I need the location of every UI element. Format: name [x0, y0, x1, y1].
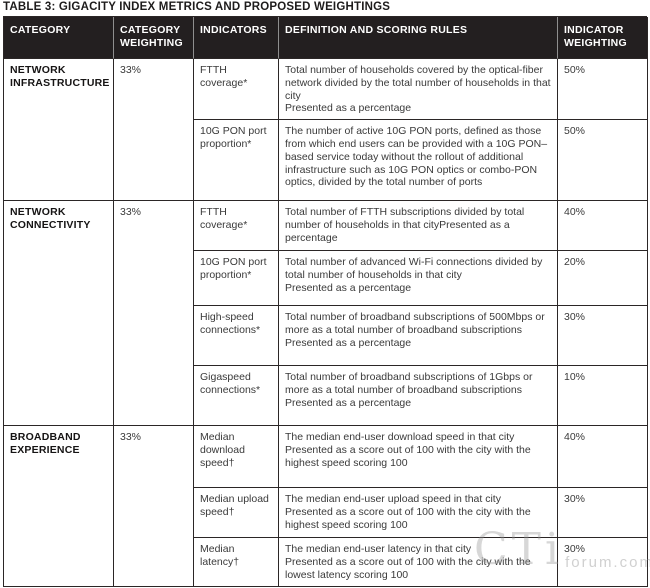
indicator-cell: Median latency† — [194, 538, 279, 587]
category-weighting-cell: 33% — [114, 59, 194, 202]
indicator-cell: Median download speed† — [194, 426, 279, 489]
definition-cell: Total number of broadband subscriptions … — [279, 306, 558, 367]
category-weighting-cell: 33% — [114, 201, 194, 427]
indicator-cell: High-speed connections* — [194, 306, 279, 367]
category-cell: BROADBAND EXPERIENCE — [4, 426, 114, 587]
definition-cell: Total number of broadband subscriptions … — [279, 366, 558, 427]
indicator-cell: 10G PON port proportion* — [194, 120, 279, 202]
indicator-cell: Median upload speed† — [194, 488, 279, 539]
definition-cell: Total number of advanced Wi-Fi connectio… — [279, 251, 558, 307]
category-cell: NETWORK INFRASTRUCTURE — [4, 59, 114, 202]
gigacity-metrics-table: CATEGORY CATEGORY WEIGHTING INDICATORS D… — [3, 16, 648, 587]
table-row: NETWORK INFRASTRUCTURE 33% FTTH coverage… — [4, 59, 648, 202]
indicator-weighting-cell: 20% — [558, 251, 648, 307]
column-header-indicator-weighting: INDICATOR WEIGHTING — [558, 17, 648, 59]
category-cell: NETWORK CONNECTIVITY — [4, 201, 114, 427]
definition-cell: The median end-user download speed in th… — [279, 426, 558, 489]
indicator-weighting-cell: 50% — [558, 59, 648, 121]
definition-cell: Total number of households covered by th… — [279, 59, 558, 121]
indicator-weighting-cell: 40% — [558, 201, 648, 252]
header-row: CATEGORY CATEGORY WEIGHTING INDICATORS D… — [4, 17, 648, 59]
indicator-cell: FTTH coverage* — [194, 201, 279, 252]
indicator-weighting-cell: 30% — [558, 306, 648, 367]
definition-cell: The median end-user upload speed in that… — [279, 488, 558, 539]
definition-cell: Total number of FTTH subscriptions divid… — [279, 201, 558, 252]
indicator-cell: Gigaspeed connections* — [194, 366, 279, 427]
indicator-weighting-cell: 50% — [558, 120, 648, 202]
table-row: NETWORK CONNECTIVITY 33% FTTH coverage* … — [4, 201, 648, 427]
indicator-cell: FTTH coverage* — [194, 59, 279, 121]
column-header-definition: DEFINITION AND SCORING RULES — [279, 17, 558, 59]
indicator-weighting-cell: 30% — [558, 488, 648, 539]
table-row: 10G PON port proportion* The number of a… — [4, 120, 648, 202]
table-row: High-speed connections* Total number of … — [4, 306, 648, 367]
column-header-category: CATEGORY — [4, 17, 114, 59]
table-title: TABLE 3: GIGACITY INDEX METRICS AND PROP… — [3, 1, 391, 13]
table-row: Gigaspeed connections* Total number of b… — [4, 366, 648, 427]
table-row: 10G PON port proportion* Total number of… — [4, 251, 648, 307]
indicator-weighting-cell: 10% — [558, 366, 648, 427]
indicator-cell: 10G PON port proportion* — [194, 251, 279, 307]
column-header-indicators: INDICATORS — [194, 17, 279, 59]
indicator-weighting-cell: 40% — [558, 426, 648, 489]
table-row: BROADBAND EXPERIENCE 33% Median download… — [4, 426, 648, 587]
column-header-category-weighting: CATEGORY WEIGHTING — [114, 17, 194, 59]
metrics-table: CATEGORY CATEGORY WEIGHTING INDICATORS D… — [4, 17, 648, 587]
indicator-weighting-cell: 30% — [558, 538, 648, 587]
definition-cell: The median end-user latency in that city… — [279, 538, 558, 587]
table-row: Median upload speed† The median end-user… — [4, 488, 648, 539]
table-row: Median latency† The median end-user late… — [4, 538, 648, 587]
category-weighting-cell: 33% — [114, 426, 194, 587]
definition-cell: The number of active 10G PON ports, defi… — [279, 120, 558, 202]
